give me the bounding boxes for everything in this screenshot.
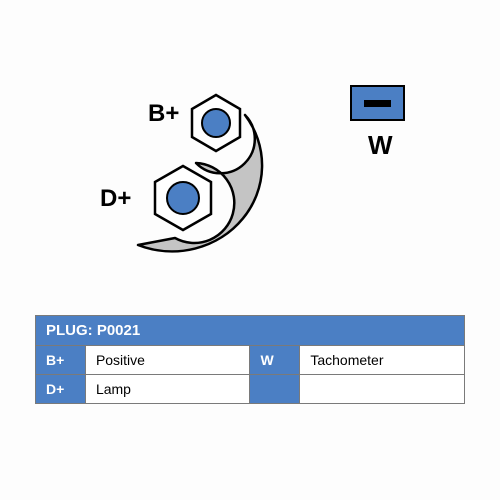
pin-code: D+ — [36, 375, 86, 404]
table-row: B+ Positive W Tachometer — [36, 346, 465, 375]
pin-desc: Lamp — [85, 375, 250, 404]
plug-table: PLUG: P0021 B+ Positive W Tachometer D+ … — [35, 315, 465, 404]
pin-desc: Tachometer — [300, 346, 465, 375]
w-connector-slot — [364, 100, 391, 107]
connector-diagram: B+ D+ W — [0, 0, 500, 300]
label-d-plus: D+ — [100, 185, 131, 213]
pin-table: PLUG: P0021 B+ Positive W Tachometer D+ … — [35, 315, 465, 404]
pin-code — [250, 375, 300, 404]
table-row: D+ Lamp — [36, 375, 465, 404]
pin-code: W — [250, 346, 300, 375]
plug-body-svg — [0, 0, 500, 300]
stud-b-plus — [202, 109, 230, 137]
pin-code: B+ — [36, 346, 86, 375]
table-header-row: PLUG: P0021 — [36, 316, 465, 346]
pin-desc: Positive — [85, 346, 250, 375]
label-w: W — [368, 130, 393, 161]
stud-d-plus — [167, 182, 199, 214]
table-header: PLUG: P0021 — [36, 316, 465, 346]
label-b-plus: B+ — [148, 100, 179, 128]
pin-desc — [300, 375, 465, 404]
